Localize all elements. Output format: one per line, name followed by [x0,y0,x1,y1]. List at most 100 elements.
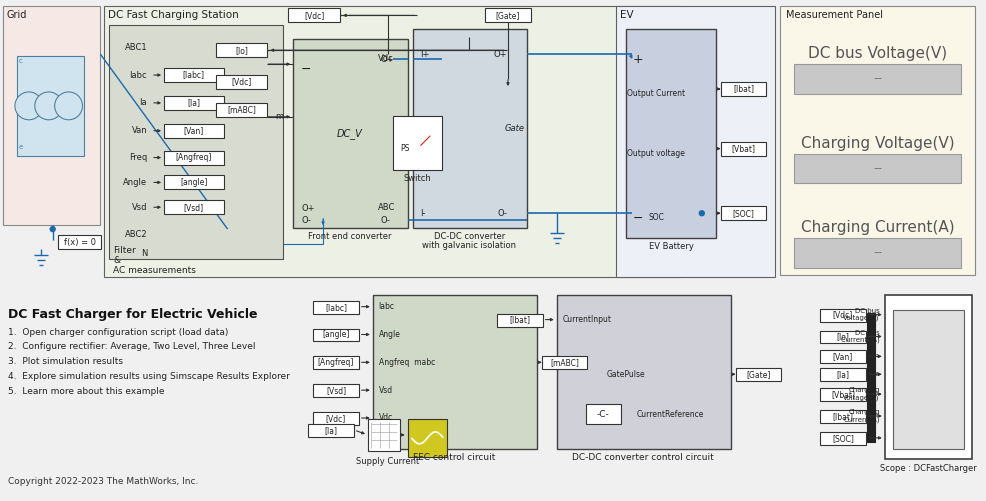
Bar [109,26,283,259]
Bar [721,82,766,96]
Text: I-: I- [420,209,426,218]
Text: with galvanic isolation: with galvanic isolation [422,241,517,250]
Bar [407,419,448,457]
Text: [Angfreq]: [Angfreq] [317,358,354,367]
Bar [721,206,766,220]
Text: [Angfreq]: [Angfreq] [176,153,212,162]
Bar [497,314,542,327]
Text: Copyright 2022-2023 The MathWorks, Inc.: Copyright 2022-2023 The MathWorks, Inc. [8,476,198,485]
Text: Vdc: Vdc [378,54,393,63]
Text: O+: O+ [381,55,394,64]
Circle shape [15,92,42,120]
Text: [Vsd]: [Vsd] [326,386,346,395]
Text: [Ibat]: [Ibat] [510,316,530,325]
Text: [Ia]: [Ia] [324,426,337,435]
Bar [721,142,766,156]
Bar [314,384,359,397]
Text: Grid: Grid [7,11,28,21]
Text: Filter: Filter [113,246,136,255]
Circle shape [35,92,63,120]
Bar [216,75,267,89]
Text: 2.  Configure rectifier: Average, Two Level, Three Level: 2. Configure rectifier: Average, Two Lev… [8,343,255,351]
Bar [105,7,681,277]
Text: [SOC]: [SOC] [733,209,754,218]
Bar [795,154,961,183]
Text: Ia: Ia [139,98,147,107]
Text: [Vbat]: [Vbat] [732,144,755,153]
Bar [541,356,588,369]
Text: [Ia]: [Ia] [836,370,850,379]
Text: Measurement Panel: Measurement Panel [786,11,883,21]
Text: Angle: Angle [123,178,147,187]
Bar [164,68,224,82]
Bar [820,432,866,445]
Bar [314,356,359,369]
Text: Vdc: Vdc [379,413,393,422]
Text: Front end converter: Front end converter [309,232,391,241]
Text: --: -- [874,162,882,175]
Bar [314,301,359,314]
Text: [Iabc]: [Iabc] [182,71,205,80]
Text: Output voltage: Output voltage [627,149,685,158]
Bar [293,39,407,228]
Text: DC Fast Charging Station: DC Fast Charging Station [108,11,239,21]
Circle shape [50,226,55,231]
Text: Charging Current(A): Charging Current(A) [801,220,954,235]
Text: [Gate]: [Gate] [746,370,771,379]
Text: FEC control circuit: FEC control circuit [413,453,496,462]
Text: O+: O+ [493,50,507,59]
Bar [736,368,781,381]
Text: m: m [275,112,284,121]
Bar [795,238,961,268]
Text: [mABC]: [mABC] [550,358,579,367]
Text: ABC1: ABC1 [124,43,147,52]
Bar [288,9,340,23]
Bar [884,295,972,459]
Text: O-: O- [301,216,311,224]
Text: Ia: Ia [874,371,880,377]
Bar [412,30,527,228]
Text: DC-DC converter: DC-DC converter [434,232,505,241]
Text: e: e [19,144,23,150]
Bar [820,309,866,322]
Text: 3.  Plot simulation results: 3. Plot simulation results [8,357,123,366]
Bar [557,295,731,449]
Text: Iabc: Iabc [129,71,147,80]
Text: 1.  Open charger configuration script (load data): 1. Open charger configuration script (lo… [8,328,229,337]
Text: Output Current: Output Current [627,89,685,98]
Bar [314,329,359,342]
Text: Charging
Current(A): Charging Current(A) [843,409,880,423]
Text: [Ibat]: [Ibat] [832,412,854,421]
Text: DC_V: DC_V [337,128,363,139]
Bar [368,419,399,451]
Text: [Ibat]: [Ibat] [733,85,754,94]
Bar [164,200,224,214]
Text: Van: Van [867,353,880,359]
Text: Freq: Freq [129,153,147,162]
Bar [626,30,716,238]
Bar [17,56,85,156]
Bar [892,310,964,449]
Text: Charging
Voltage(V): Charging Voltage(V) [843,387,880,401]
Text: PS: PS [400,144,410,153]
Text: Scope : DCFastCharger: Scope : DCFastCharger [880,464,977,473]
Text: DC bus Voltage(V): DC bus Voltage(V) [809,46,948,61]
Text: [Vdc]: [Vdc] [304,11,324,20]
Bar [373,295,536,449]
Bar [587,404,621,424]
Bar [867,313,875,442]
Bar [820,368,866,381]
Text: [Vbat]: [Vbat] [831,390,855,399]
Text: [Io]: [Io] [836,333,849,342]
Bar [164,175,224,189]
Text: Supply Current: Supply Current [356,457,419,466]
Circle shape [699,211,704,216]
Bar [820,331,866,344]
Text: O+: O+ [301,204,315,213]
Text: --: -- [874,246,882,260]
Bar [392,116,443,170]
Text: −: − [301,63,312,76]
Text: ABC: ABC [378,203,395,212]
Text: CurrentInput: CurrentInput [563,315,611,324]
Text: −: − [632,212,643,224]
